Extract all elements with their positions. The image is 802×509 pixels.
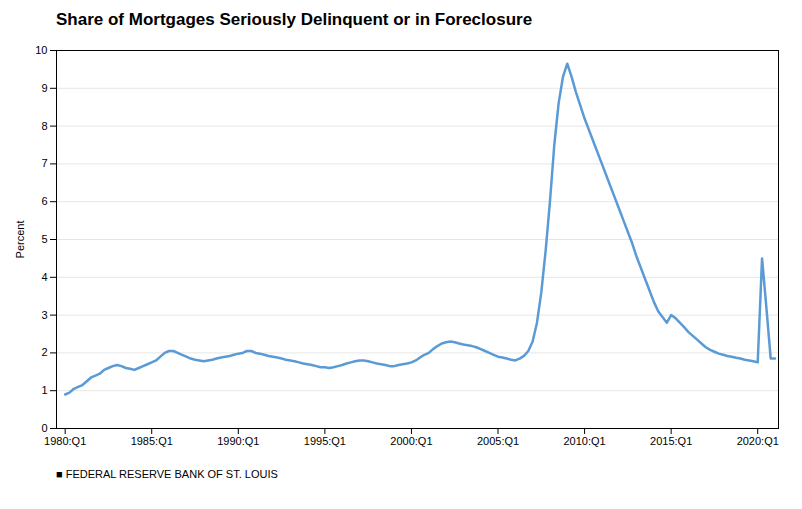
svg-text:2005:Q1: 2005:Q1 (477, 435, 519, 447)
svg-text:2020:Q1: 2020:Q1 (737, 435, 779, 447)
svg-text:9: 9 (41, 82, 47, 94)
svg-text:6: 6 (41, 195, 47, 207)
svg-text:1: 1 (41, 384, 47, 396)
svg-text:3: 3 (41, 309, 47, 321)
svg-text:2000:Q1: 2000:Q1 (390, 435, 432, 447)
svg-text:2015:Q1: 2015:Q1 (650, 435, 692, 447)
svg-text:1995:Q1: 1995:Q1 (304, 435, 346, 447)
svg-text:10: 10 (35, 44, 47, 56)
svg-text:0: 0 (41, 422, 47, 434)
html-text:■ FEDERAL RESERVE BANK OF ST.: ■ FEDERAL RESERVE BANK OF ST. LOUIS (56, 468, 278, 480)
svg-text:5: 5 (41, 233, 47, 245)
html-text:Share of Mortgages Seriously D: Share of Mortgages Seriously Delinquent … (56, 10, 533, 29)
svg-text:4: 4 (41, 271, 47, 283)
svg-text:7: 7 (41, 157, 47, 169)
svg-text:Percent: Percent (14, 221, 26, 259)
svg-text:1985:Q1: 1985:Q1 (131, 435, 173, 447)
svg-text:8: 8 (41, 120, 47, 132)
svg-text:2: 2 (41, 346, 47, 358)
svg-text:1990:Q1: 1990:Q1 (217, 435, 259, 447)
svg-text:1980:Q1: 1980:Q1 (44, 435, 86, 447)
svg-text:2010:Q1: 2010:Q1 (563, 435, 605, 447)
